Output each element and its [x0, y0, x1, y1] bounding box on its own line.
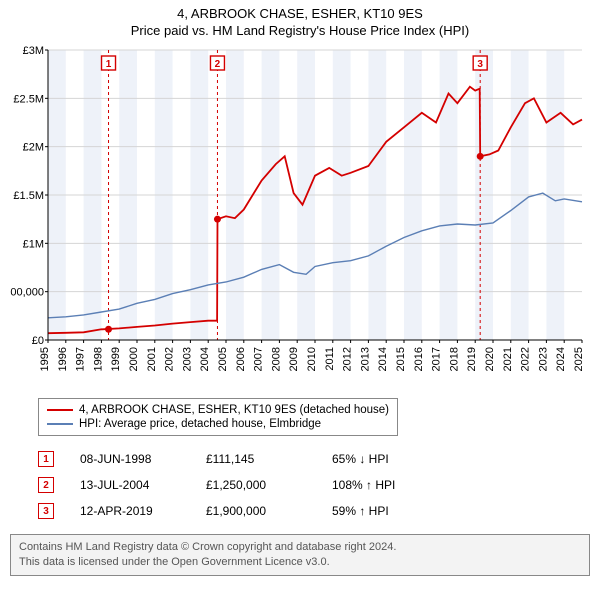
- svg-text:2005: 2005: [217, 347, 229, 371]
- legend-swatch: [47, 423, 73, 425]
- svg-text:1996: 1996: [57, 347, 69, 371]
- event-date: 08-JUN-1998: [80, 452, 180, 466]
- chart-title-address: 4, ARBROOK CHASE, ESHER, KT10 9ES: [0, 6, 600, 21]
- svg-text:2007: 2007: [253, 347, 265, 371]
- event-date: 12-APR-2019: [80, 504, 180, 518]
- svg-text:£0: £0: [32, 335, 44, 347]
- legend-swatch: [47, 409, 73, 411]
- svg-text:£500,000: £500,000: [10, 287, 44, 299]
- svg-text:2013: 2013: [359, 347, 371, 371]
- svg-text:2019: 2019: [466, 347, 478, 371]
- event-price: £1,250,000: [206, 478, 306, 492]
- title-block: 4, ARBROOK CHASE, ESHER, KT10 9ES Price …: [0, 0, 600, 42]
- event-marker: 3: [38, 503, 54, 519]
- svg-text:2014: 2014: [377, 347, 389, 371]
- chart-title-subtitle: Price paid vs. HM Land Registry's House …: [0, 23, 600, 38]
- svg-text:2010: 2010: [306, 347, 318, 371]
- svg-text:2016: 2016: [413, 347, 425, 371]
- svg-text:3: 3: [477, 59, 483, 70]
- svg-text:£1.5M: £1.5M: [13, 190, 44, 202]
- svg-text:£3M: £3M: [23, 45, 44, 57]
- svg-text:1999: 1999: [110, 347, 122, 371]
- chart-container: 4, ARBROOK CHASE, ESHER, KT10 9ES Price …: [0, 0, 600, 576]
- event-row: 3 12-APR-2019 £1,900,000 59% ↑ HPI: [38, 498, 600, 524]
- svg-text:2006: 2006: [235, 347, 247, 371]
- event-row: 1 08-JUN-1998 £111,145 65% ↓ HPI: [38, 446, 600, 472]
- legend-label: HPI: Average price, detached house, Elmb…: [79, 418, 321, 430]
- svg-text:2015: 2015: [395, 347, 407, 371]
- svg-text:2011: 2011: [324, 347, 336, 371]
- svg-text:£2M: £2M: [23, 142, 44, 154]
- event-delta: 108% ↑ HPI: [332, 478, 442, 492]
- svg-text:2002: 2002: [164, 347, 176, 371]
- svg-text:1995: 1995: [39, 347, 51, 371]
- svg-text:2003: 2003: [181, 347, 193, 371]
- event-delta: 59% ↑ HPI: [332, 504, 442, 518]
- event-date: 13-JUL-2004: [80, 478, 180, 492]
- svg-text:£2.5M: £2.5M: [13, 93, 44, 105]
- events-table: 1 08-JUN-1998 £111,145 65% ↓ HPI 2 13-JUL-200…: [38, 446, 600, 524]
- chart-svg: £0 £500,000 £1M £1.5M £2M £2.5M £3M 1995 1996 199…: [10, 42, 590, 392]
- svg-text:2023: 2023: [537, 347, 549, 371]
- svg-text:2000: 2000: [128, 347, 140, 371]
- svg-text:2004: 2004: [199, 347, 211, 371]
- svg-text:2022: 2022: [520, 347, 532, 371]
- event-row: 2 13-JUL-2004 £1,250,000 108% ↑ HPI: [38, 472, 600, 498]
- svg-text:1: 1: [106, 59, 112, 70]
- legend-item: 4, ARBROOK CHASE, ESHER, KT10 9ES (detac…: [47, 403, 389, 417]
- footer-attribution: Contains HM Land Registry data © Crown c…: [10, 534, 590, 576]
- event-marker: 1: [38, 451, 54, 467]
- svg-text:2021: 2021: [502, 347, 514, 371]
- svg-text:£1M: £1M: [23, 238, 44, 250]
- svg-text:2008: 2008: [270, 347, 282, 371]
- svg-text:2024: 2024: [555, 347, 567, 371]
- svg-text:2012: 2012: [342, 347, 354, 371]
- svg-text:1998: 1998: [92, 347, 104, 371]
- svg-text:2001: 2001: [146, 347, 158, 371]
- svg-text:2: 2: [215, 59, 221, 70]
- svg-text:2017: 2017: [431, 347, 443, 371]
- svg-text:2020: 2020: [484, 347, 496, 371]
- svg-text:2025: 2025: [573, 347, 585, 371]
- svg-text:2018: 2018: [448, 347, 460, 371]
- svg-text:1997: 1997: [75, 347, 87, 371]
- event-price: £1,900,000: [206, 504, 306, 518]
- event-price: £111,145: [206, 452, 306, 466]
- event-delta: 65% ↓ HPI: [332, 452, 442, 466]
- footer-line1: Contains HM Land Registry data © Crown c…: [19, 540, 581, 555]
- event-marker: 2: [38, 477, 54, 493]
- svg-text:2009: 2009: [288, 347, 300, 371]
- footer-line2: This data is licensed under the Open Gov…: [19, 555, 581, 570]
- legend-item: HPI: Average price, detached house, Elmb…: [47, 417, 389, 431]
- chart-area: £0 £500,000 £1M £1.5M £2M £2.5M £3M 1995 1996 199…: [10, 42, 590, 392]
- legend: 4, ARBROOK CHASE, ESHER, KT10 9ES (detac…: [38, 398, 398, 436]
- legend-label: 4, ARBROOK CHASE, ESHER, KT10 9ES (detac…: [79, 404, 389, 416]
